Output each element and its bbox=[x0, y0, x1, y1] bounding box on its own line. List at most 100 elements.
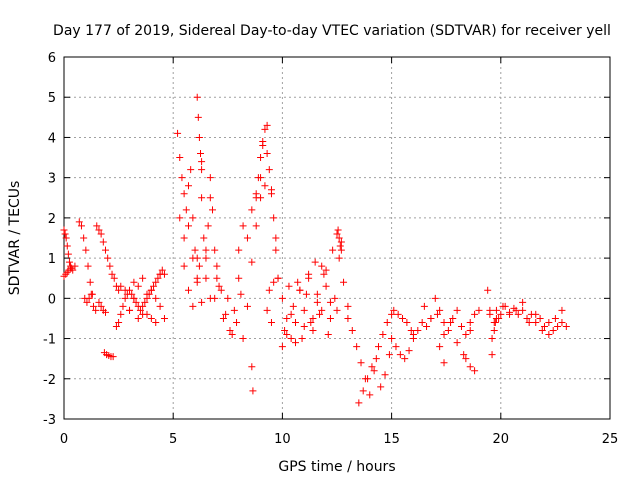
data-point bbox=[198, 166, 206, 174]
data-point bbox=[263, 306, 271, 314]
data-point bbox=[265, 286, 273, 294]
data-point bbox=[176, 214, 184, 222]
data-point bbox=[237, 290, 245, 298]
data-point bbox=[545, 331, 553, 339]
data-point bbox=[545, 318, 553, 326]
data-point bbox=[536, 314, 544, 322]
y-tick-label: 5 bbox=[48, 91, 56, 106]
data-point bbox=[115, 286, 123, 294]
data-point bbox=[488, 351, 496, 359]
data-point bbox=[257, 154, 265, 162]
data-point bbox=[263, 150, 271, 158]
data-point bbox=[117, 310, 125, 318]
data-point bbox=[63, 242, 71, 250]
data-point bbox=[215, 282, 223, 290]
data-point bbox=[374, 343, 382, 351]
data-point bbox=[85, 294, 93, 302]
data-point bbox=[278, 294, 286, 302]
data-point bbox=[259, 137, 267, 145]
data-point bbox=[61, 230, 69, 238]
data-point bbox=[224, 294, 232, 302]
data-point bbox=[333, 306, 341, 314]
data-point bbox=[184, 286, 192, 294]
data-point bbox=[292, 318, 300, 326]
data-point bbox=[134, 314, 142, 322]
y-tick-label: -3 bbox=[43, 413, 56, 428]
data-point bbox=[329, 246, 337, 254]
data-point bbox=[156, 270, 164, 278]
data-point bbox=[396, 351, 404, 359]
data-point bbox=[235, 246, 243, 254]
data-point bbox=[554, 322, 562, 330]
data-point bbox=[357, 359, 365, 367]
data-point bbox=[326, 298, 334, 306]
data-point bbox=[117, 282, 125, 290]
data-point bbox=[283, 314, 291, 322]
data-point bbox=[248, 206, 256, 214]
data-point bbox=[322, 282, 330, 290]
data-point bbox=[82, 246, 90, 254]
data-point bbox=[267, 186, 275, 194]
data-point bbox=[414, 327, 422, 335]
data-point bbox=[486, 306, 494, 314]
data-point bbox=[388, 335, 396, 343]
data-point bbox=[193, 278, 201, 286]
data-point bbox=[320, 270, 328, 278]
data-point bbox=[316, 310, 324, 318]
data-point bbox=[471, 367, 479, 375]
y-axis-label: SDTVAR / TECUs bbox=[7, 181, 23, 296]
data-point bbox=[202, 246, 210, 254]
data-point bbox=[174, 129, 182, 137]
x-tick-labels: 0 5 10 15 20 25 bbox=[60, 432, 618, 447]
data-point bbox=[202, 274, 210, 282]
data-point bbox=[285, 282, 293, 290]
data-point bbox=[274, 274, 282, 282]
data-point bbox=[466, 363, 474, 371]
data-point bbox=[95, 226, 103, 234]
data-point bbox=[431, 294, 439, 302]
data-point bbox=[121, 286, 129, 294]
data-point bbox=[65, 258, 73, 266]
data-point bbox=[289, 302, 297, 310]
data-point bbox=[311, 258, 319, 266]
data-point bbox=[249, 387, 257, 395]
data-point bbox=[440, 359, 448, 367]
data-point bbox=[420, 302, 428, 310]
y-tick-label: 0 bbox=[48, 292, 56, 307]
x-tick-label: 20 bbox=[493, 432, 510, 447]
chart-title: Day 177 of 2019, Sidereal Day-to-day VTE… bbox=[53, 23, 611, 39]
data-point bbox=[195, 262, 203, 270]
x-tick-label: 15 bbox=[383, 432, 400, 447]
data-point bbox=[126, 306, 134, 314]
data-point bbox=[326, 314, 334, 322]
data-point bbox=[444, 327, 452, 335]
data-point bbox=[392, 343, 400, 351]
data-point bbox=[195, 133, 203, 141]
data-point bbox=[462, 355, 470, 363]
data-point bbox=[270, 214, 278, 222]
data-point bbox=[104, 254, 112, 262]
data-point bbox=[270, 278, 278, 286]
data-point bbox=[427, 314, 435, 322]
data-point bbox=[447, 318, 455, 326]
data-point bbox=[300, 322, 308, 330]
data-point bbox=[235, 274, 243, 282]
data-point bbox=[475, 306, 483, 314]
data-point bbox=[112, 322, 120, 330]
data-point bbox=[532, 310, 540, 318]
data-point bbox=[180, 262, 188, 270]
data-point bbox=[385, 351, 393, 359]
data-point bbox=[89, 302, 97, 310]
data-point bbox=[252, 222, 260, 230]
data-point bbox=[64, 250, 72, 258]
data-point bbox=[340, 278, 348, 286]
data-point bbox=[95, 298, 103, 306]
data-point bbox=[147, 286, 155, 294]
y-tick-label: 3 bbox=[48, 172, 56, 187]
data-point bbox=[453, 339, 461, 347]
data-point bbox=[193, 93, 201, 101]
data-point bbox=[130, 294, 138, 302]
data-point bbox=[198, 194, 206, 202]
data-point bbox=[189, 214, 197, 222]
data-point bbox=[423, 322, 431, 330]
